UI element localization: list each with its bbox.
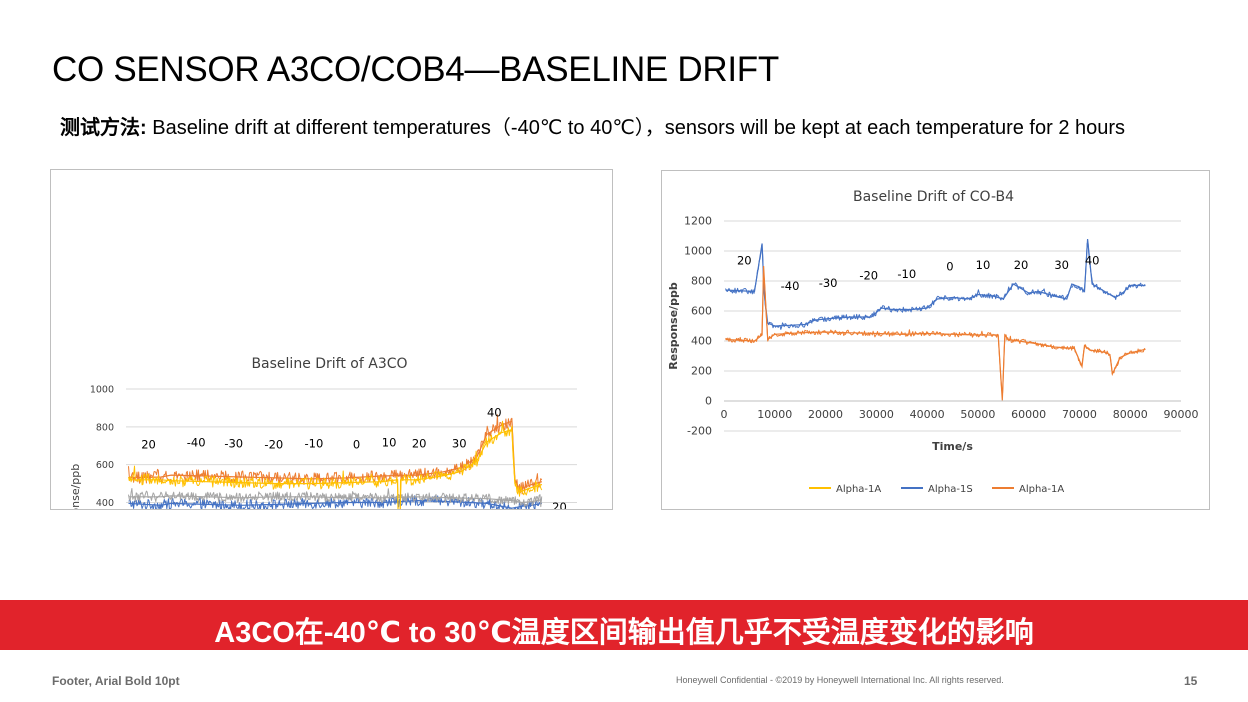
y-tick-label: 1000 <box>684 245 712 258</box>
series-trend-alpha-1a <box>725 265 1146 401</box>
temperature-annotation: 20 <box>737 254 752 268</box>
temperature-annotation: 0 <box>946 260 953 274</box>
legend-label: Alpha-1A <box>836 484 881 495</box>
legend-label: Alpha-1A <box>1019 484 1064 495</box>
temperature-annotation: -30 <box>224 437 243 451</box>
conclusion-banner: A3CO在-40℃ to 30℃温度区间输出值几乎不受温度变化的影响 <box>0 600 1248 650</box>
x-axis-label: Time/s <box>932 440 973 453</box>
temperature-annotation: -40 <box>781 279 800 293</box>
series-trend-aaq-1-1a <box>128 499 543 509</box>
series-trend-aaq-1-2s <box>128 428 543 509</box>
legend-label: Alpha-1S <box>928 484 973 495</box>
temperature-annotation: 30 <box>452 437 467 451</box>
x-tick-label: 90000 <box>1164 408 1199 421</box>
chart-title: Baseline Drift of A3CO <box>251 356 407 372</box>
x-tick-label: 30000 <box>859 408 894 421</box>
subtitle-description: Baseline drift at different temperatures… <box>146 117 1126 139</box>
series-trend-alpha-1s <box>725 238 1146 327</box>
temperature-annotation: 40 <box>1085 254 1100 268</box>
y-tick-label: 1200 <box>684 215 712 228</box>
temperature-annotation: 40 <box>487 405 502 419</box>
x-tick-label: 20000 <box>808 408 843 421</box>
y-tick-label: 200 <box>691 365 712 378</box>
temperature-annotation: 20 <box>141 438 156 452</box>
x-tick-label: 40000 <box>910 408 945 421</box>
page-number: 15 <box>1184 674 1198 688</box>
footer-left: Footer, Arial Bold 10pt <box>52 674 180 688</box>
y-tick-label: 800 <box>691 275 712 288</box>
temperature-annotation: 0 <box>353 438 360 452</box>
series-trend-aaq-1-2a <box>128 495 543 504</box>
temperature-annotation: -10 <box>305 437 324 451</box>
footer-confidential: Honeywell Confidential - ©2019 by Honeyw… <box>676 675 1004 685</box>
temperature-annotation: 10 <box>382 436 397 450</box>
y-tick-label: 600 <box>691 305 712 318</box>
banner-text: A3CO在-40℃ to 30℃温度区间输出值几乎不受温度变化的影响 <box>214 617 1034 649</box>
temperature-annotation: 30 <box>1054 258 1069 272</box>
x-tick-label: 50000 <box>960 408 995 421</box>
subtitle-method-label: 测试方法: <box>60 117 147 139</box>
temperature-annotation: -20 <box>859 269 878 283</box>
slide-title: CO SENSOR A3CO/COB4—BASELINE DRIFT <box>52 50 779 89</box>
x-tick-label: 70000 <box>1062 408 1097 421</box>
y-tick-label: 400 <box>691 335 712 348</box>
x-tick-label: 0 <box>721 408 728 421</box>
chart-cob4-panel: -200 0 200 400 600 800 1000 1200 0 10000 20000 3000… <box>661 170 1210 510</box>
temperature-annotation: 10 <box>976 258 991 272</box>
temperature-annotation: 20 <box>412 437 427 451</box>
chart-a3co-panel: -200020040060080010000100002000030000400… <box>50 169 613 510</box>
x-tick-label: 80000 <box>1113 408 1148 421</box>
temperature-annotation: -30 <box>819 276 838 290</box>
y-axis-label: Response/ppb <box>69 464 82 509</box>
y-axis-label: Response/ppb <box>667 282 680 370</box>
x-tick-label: 10000 <box>757 408 792 421</box>
y-tick-label: 1000 <box>90 385 114 396</box>
y-tick-label: 400 <box>96 498 114 509</box>
series-line-aaq-1-1a <box>128 495 543 509</box>
series-line-aaq-1-2a <box>128 488 543 508</box>
y-tick-label: 600 <box>96 460 114 471</box>
temperature-annotation: -10 <box>897 267 916 281</box>
x-tick-label: 60000 <box>1011 408 1046 421</box>
series-line-aaq-1-2s <box>128 420 543 509</box>
chart-title: Baseline Drift of CO-B4 <box>853 189 1014 205</box>
temperature-annotation: 20 <box>552 500 567 509</box>
chart-svg: -200020040060080010000100002000030000400… <box>69 356 577 509</box>
slide-subtitle: 测试方法: Baseline drift at different temper… <box>60 111 1125 140</box>
temperature-annotation: 20 <box>1014 258 1029 272</box>
y-tick-label: -200 <box>687 425 712 438</box>
y-tick-label: 800 <box>96 422 114 433</box>
temperature-annotation: -20 <box>264 438 283 452</box>
y-tick-label: 0 <box>705 395 712 408</box>
temperature-annotation: -40 <box>187 436 206 450</box>
